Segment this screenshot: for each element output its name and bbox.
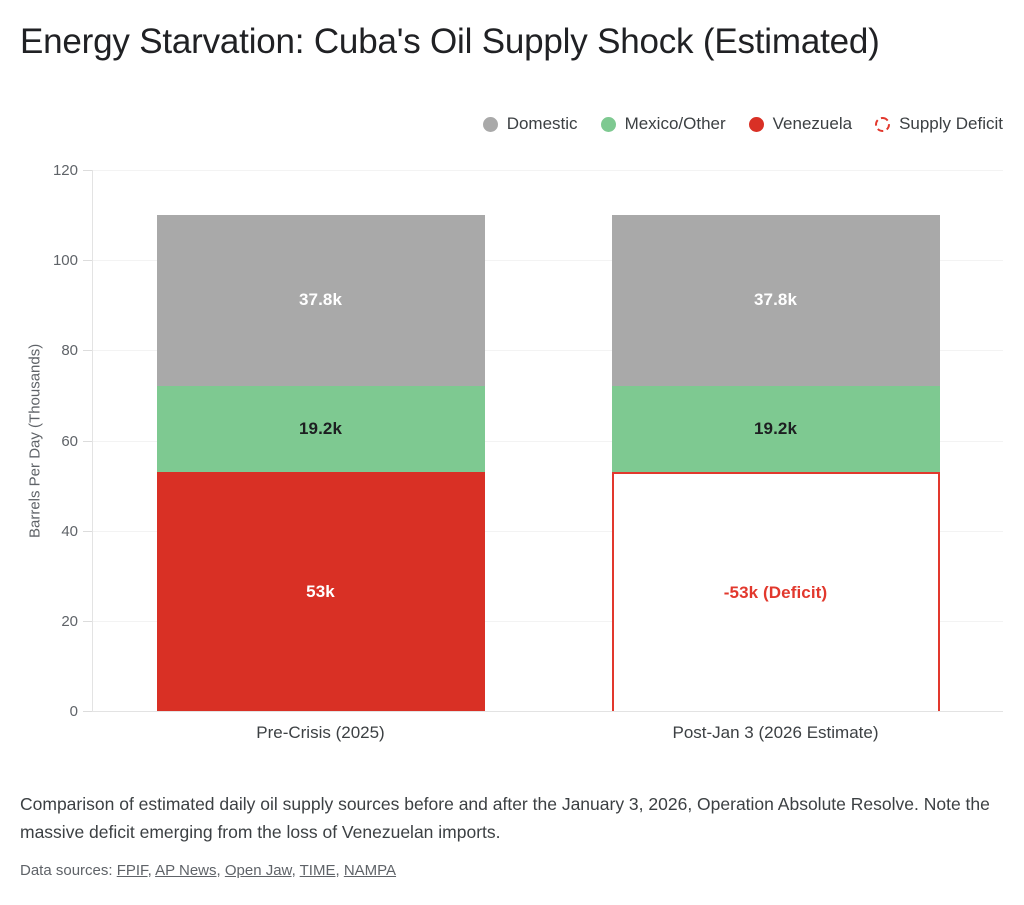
plot-area: 53k 19.2k 37.8k -53k (Deficit) 19.2k 37.8k — [93, 170, 1003, 711]
bar-segment-label: 19.2k — [298, 418, 343, 438]
y-tick-mark — [83, 530, 92, 532]
x-axis-line — [92, 711, 1003, 712]
bar-segment-label: 37.8k — [753, 290, 798, 310]
x-axis-label: Pre-Crisis (2025) — [256, 723, 385, 742]
gridline — [93, 440, 1003, 442]
legend-item-domestic[interactable]: Domestic — [482, 114, 578, 134]
gridline — [93, 620, 1003, 622]
source-links: FPIF, AP News, Open Jaw, TIME, NAMPA — [116, 862, 397, 879]
data-sources-prefix: Data sources: — [20, 862, 117, 879]
bar-segment-label: -53k (Deficit) — [723, 582, 828, 602]
legend-item-venezuela[interactable]: Venezuela — [748, 114, 853, 134]
legend-label: Domestic — [506, 114, 578, 133]
chart-legend: Domestic Mexico/Other Venezuela Supply Defi… — [482, 112, 1003, 136]
gridline — [93, 530, 1003, 532]
y-tick-label: 100 — [52, 252, 78, 270]
gridline — [93, 350, 1003, 352]
legend-label: Mexico/Other — [624, 114, 726, 133]
bar-segment-venezuela[interactable]: 53k — [156, 472, 485, 711]
source-link-fpif[interactable]: FPIF — [116, 862, 148, 879]
page-title: Energy Starvation: Cuba's Oil Supply Sho… — [20, 22, 880, 61]
legend-item-mexico-other[interactable]: Mexico/Other — [600, 114, 726, 134]
bar-group-pre-crisis-2025: 53k 19.2k 37.8k — [156, 170, 485, 711]
bar-group-post-jan-3-2026-estimate: -53k (Deficit) 19.2k 37.8k — [611, 170, 940, 711]
y-tick-label: 80 — [61, 342, 78, 360]
bar-segment-label: 53k — [306, 581, 335, 601]
source-link-nampa[interactable]: NAMPA — [343, 862, 397, 879]
data-sources: Data sources: FPIF, AP News, Open Jaw, T… — [20, 862, 396, 879]
y-tick-label: 20 — [61, 612, 78, 630]
gridline — [93, 170, 1003, 171]
bar-segment-mexico-other[interactable]: 19.2k — [156, 385, 485, 473]
source-link-ap-news[interactable]: AP News — [155, 862, 217, 879]
y-tick-label: 120 — [52, 162, 78, 179]
y-tick-label: 0 — [69, 703, 78, 720]
chart-caption: Comparison of estimated daily oil supply… — [20, 794, 990, 842]
legend-label: Supply Deficit — [899, 114, 1003, 133]
circle-icon — [482, 116, 498, 132]
bar-segment-supply-deficit[interactable]: -53k (Deficit) — [611, 472, 940, 711]
y-tick-mark — [83, 170, 92, 171]
y-tick-mark — [83, 620, 92, 622]
bar-segment-label: 37.8k — [298, 290, 343, 310]
y-axis-line — [92, 170, 93, 712]
y-tick-label: 40 — [61, 522, 78, 540]
circle-icon — [600, 116, 616, 132]
bar-segment-label: 19.2k — [753, 418, 798, 438]
legend-label: Venezuela — [772, 114, 853, 133]
dashed-circle-icon — [875, 116, 891, 132]
x-axis-label: Post-Jan 3 (2026 Estimate) — [672, 723, 879, 742]
circle-icon — [748, 116, 764, 132]
y-tick-mark — [83, 260, 92, 262]
y-tick-mark — [83, 350, 92, 352]
source-link-open-jaw[interactable]: Open Jaw — [224, 862, 292, 879]
bar-segment-domestic[interactable]: 37.8k — [156, 215, 485, 386]
gridline — [93, 260, 1003, 262]
bar-segment-mexico-other[interactable]: 19.2k — [611, 385, 940, 473]
y-tick-mark — [83, 711, 92, 712]
source-link-time[interactable]: TIME — [299, 862, 336, 879]
y-tick-mark — [83, 440, 92, 442]
bar-segment-domestic[interactable]: 37.8k — [611, 215, 940, 386]
y-tick-label: 60 — [61, 432, 78, 450]
legend-item-supply-deficit[interactable]: Supply Deficit — [875, 114, 1003, 134]
